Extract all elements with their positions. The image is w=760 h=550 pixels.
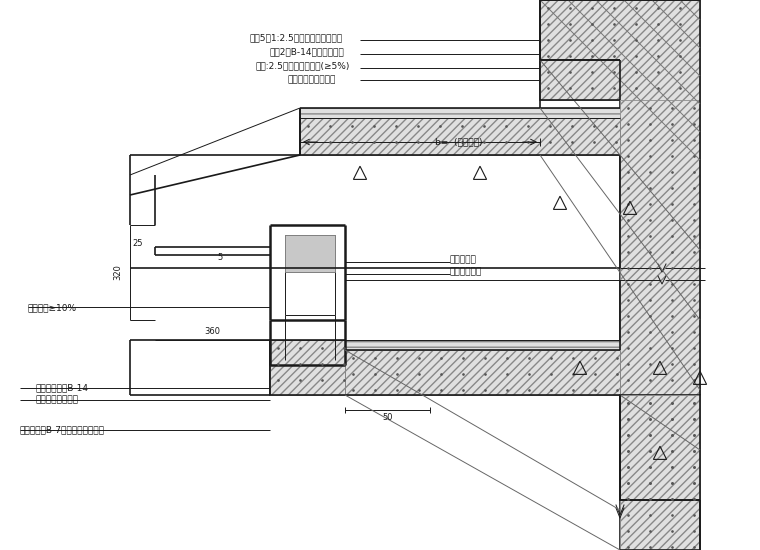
Text: 弹性木浆砂浆水层: 弹性木浆砂浆水层 xyxy=(35,395,78,404)
Polygon shape xyxy=(620,395,700,500)
Polygon shape xyxy=(300,118,620,155)
Text: 5: 5 xyxy=(217,254,223,262)
Polygon shape xyxy=(620,100,700,395)
Text: 钢筋混凝土结构楼板: 钢筋混凝土结构楼板 xyxy=(288,75,337,85)
Text: 硬泡聚氨酯B-7型门窗框防水填塞: 硬泡聚氨酯B-7型门窗框防水填塞 xyxy=(20,426,105,434)
Polygon shape xyxy=(345,350,620,395)
Text: 50: 50 xyxy=(383,414,393,422)
Polygon shape xyxy=(620,100,700,395)
Polygon shape xyxy=(540,0,700,100)
Text: 抹灰5厚1:2.5钢刷木浆砂浆找平层: 抹灰5厚1:2.5钢刷木浆砂浆找平层 xyxy=(250,34,343,42)
Bar xyxy=(285,235,335,272)
Text: 密封胶嵌缝: 密封胶嵌缝 xyxy=(450,256,477,265)
Polygon shape xyxy=(345,340,620,350)
Text: 涂弹性防潮层B-14: 涂弹性防潮层B-14 xyxy=(35,383,88,393)
Polygon shape xyxy=(540,0,700,100)
Polygon shape xyxy=(345,350,620,395)
Text: 320: 320 xyxy=(113,264,122,280)
Text: 密合墙厚≥10%: 密合墙厚≥10% xyxy=(28,304,77,312)
Text: 聚氨酯泡沫胶: 聚氨酯泡沫胶 xyxy=(450,267,483,277)
Polygon shape xyxy=(300,108,620,118)
Polygon shape xyxy=(620,395,700,550)
Polygon shape xyxy=(620,395,700,500)
Text: 涂刷2遍B-14弹性防潮水层: 涂刷2遍B-14弹性防潮水层 xyxy=(270,47,345,57)
Polygon shape xyxy=(620,395,700,550)
Polygon shape xyxy=(300,118,620,155)
Text: 抹灰:2.5木浆砂浆找平层(≥5%): 抹灰:2.5木浆砂浆找平层(≥5%) xyxy=(255,62,350,70)
Polygon shape xyxy=(270,340,345,395)
Polygon shape xyxy=(270,340,345,395)
Text: 360: 360 xyxy=(204,327,220,337)
Text: 25: 25 xyxy=(133,239,143,248)
Text: b=  (按设计定): b= (按设计定) xyxy=(435,138,483,146)
